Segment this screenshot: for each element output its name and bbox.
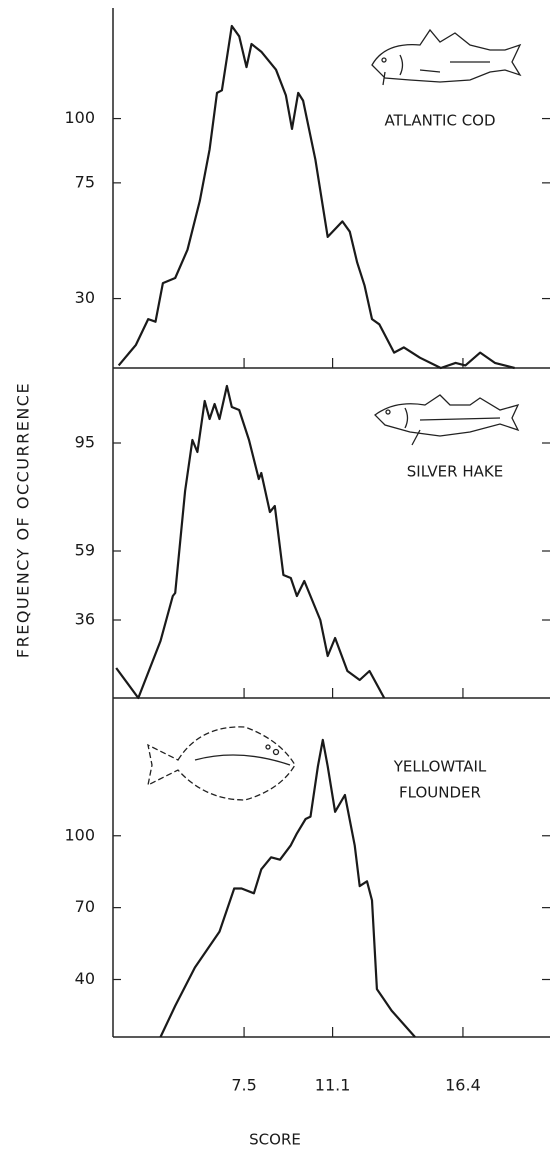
y-tick-label: 95: [75, 433, 95, 452]
panel-title: FLOUNDER: [399, 784, 481, 802]
panel-title: YELLOWTAIL: [393, 758, 487, 776]
x-tick-label: 16.4: [445, 1076, 481, 1095]
x-tick-label: 11.1: [315, 1076, 351, 1095]
curve: [115, 384, 386, 700]
hake-illustration: [374, 394, 520, 446]
y-tick-label: 70: [75, 897, 95, 916]
panel-title: ATLANTIC COD: [384, 112, 495, 130]
y-axis-label: FREQUENCY OF OCCURRENCE: [14, 382, 33, 658]
x-tick-label: 7.5: [231, 1076, 256, 1095]
cod-illustration: [371, 28, 522, 86]
x-axis-label: SCORE: [249, 1131, 301, 1149]
curve: [159, 738, 416, 1038]
y-tick-label: 59: [75, 541, 95, 560]
y-tick-label: 30: [75, 288, 95, 307]
y-tick-label: 100: [64, 108, 95, 127]
y-tick-label: 75: [75, 172, 95, 191]
flounder-illustration: [147, 726, 296, 801]
y-tick-label: 100: [64, 825, 95, 844]
curve: [117, 24, 515, 370]
y-tick-label: 40: [75, 969, 95, 988]
panel-title: SILVER HAKE: [407, 463, 503, 481]
y-tick-label: 36: [75, 610, 95, 629]
